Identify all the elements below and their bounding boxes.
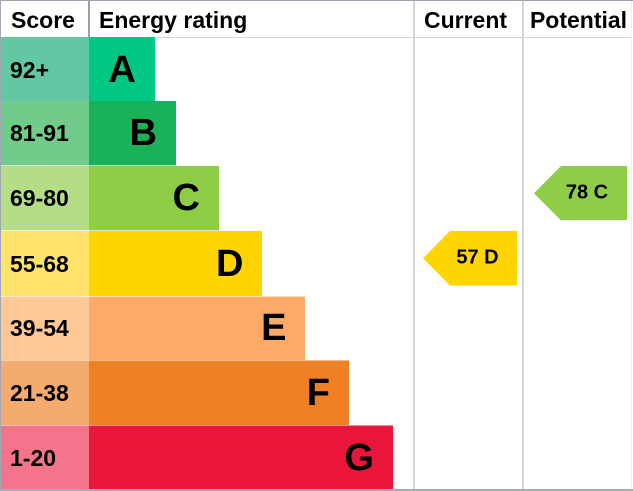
svg-text:78 C: 78 C <box>566 181 608 203</box>
svg-text:57 D: 57 D <box>456 247 498 269</box>
